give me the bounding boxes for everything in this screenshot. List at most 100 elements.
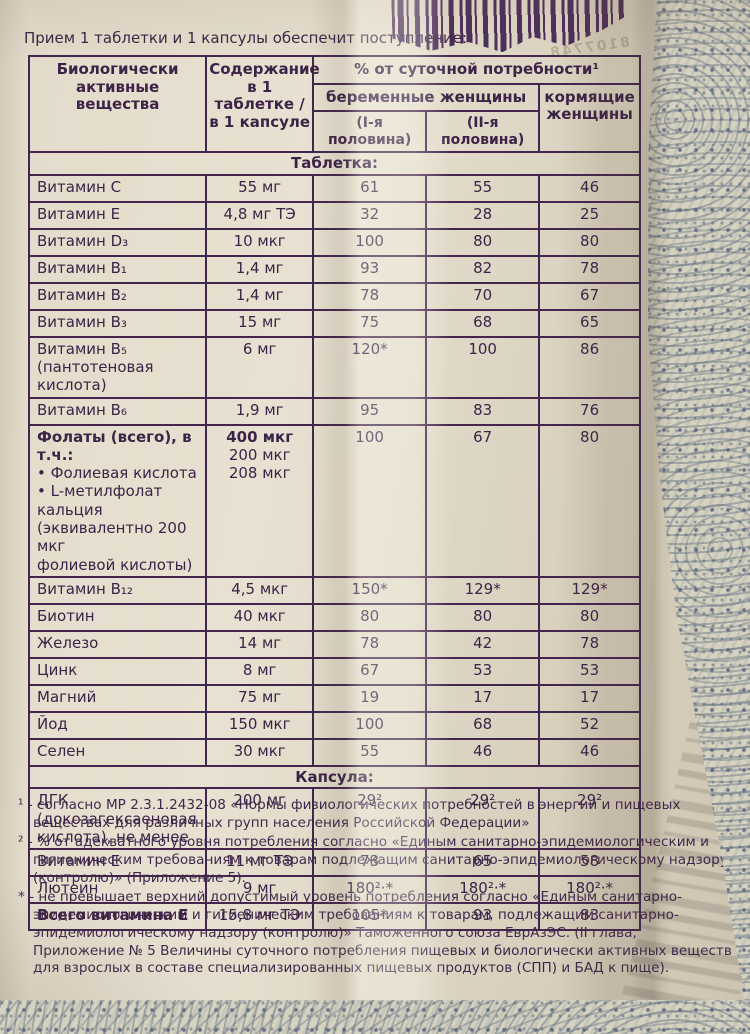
amount-cell: 4,5 мкг <box>205 575 315 605</box>
value-cell: 180²·* <box>425 875 541 905</box>
value-cell: 53 <box>538 656 641 686</box>
substance-cell: Витамин B₆ <box>27 396 208 426</box>
table-row: Биотин 40 мкг 80 80 80 <box>27 602 641 632</box>
amount-cell: 150 мкг <box>205 710 315 740</box>
value-cell: 67 <box>538 281 641 311</box>
substance-cell: Витамин E <box>27 848 208 878</box>
value-cell: 73 <box>312 848 428 878</box>
section-row-capsule: Капсула: <box>28 764 641 790</box>
table-row: Лютеин 9 мг 180²·* 180²·* 180²·* <box>27 875 641 905</box>
value-cell: 29² <box>312 787 428 851</box>
nutrition-table: Биологически активные вещества Содержани… <box>27 54 641 932</box>
value-cell: 19 <box>312 683 428 713</box>
value-cell: 83 <box>538 902 641 932</box>
amount-cell: 30 мкг <box>205 737 315 767</box>
value-cell: 76 <box>538 396 641 426</box>
amount-cell: 11 мг ТЭ <box>205 848 315 878</box>
table-row: Железо 14 мг 78 42 78 <box>27 629 641 659</box>
section-row-tablet: Таблетка: <box>28 151 641 176</box>
substance-cell: Фолаты (всего), в т.ч.: • Фолиевая кислот… <box>27 423 208 578</box>
value-cell: 29² <box>425 787 541 851</box>
header-daily-percent: % от суточной потребности¹ <box>312 55 641 85</box>
value-cell: 46 <box>538 737 641 767</box>
value-cell: 42 <box>425 629 541 659</box>
value-cell: 75 <box>312 308 428 338</box>
section-header-tablet: Таблетка: <box>28 151 641 176</box>
value-cell: 180²·* <box>538 875 641 905</box>
value-cell: 25 <box>538 200 641 230</box>
value-cell: 100 <box>312 710 428 740</box>
substance-cell: Витамин B₃ <box>27 308 208 338</box>
value-cell: 150* <box>312 575 428 605</box>
value-cell: 61 <box>312 173 428 203</box>
header-pregnant-first-half: (I-я половина) <box>312 110 428 154</box>
value-cell: 93 <box>312 254 428 284</box>
substance-cell: Витамин B₁₂ <box>27 575 208 605</box>
value-cell: 80 <box>425 227 541 257</box>
table-row: Всего витамина E 15,8 мг ТЭ 105* 93 83 <box>27 902 641 932</box>
amount-cell: 10 мкг <box>205 227 315 257</box>
substance-cell: Витамин D₃ <box>27 227 208 257</box>
table-row: ДГК (докозагексаеновая кислота), не мене… <box>27 787 641 851</box>
value-cell: 55 <box>425 173 541 203</box>
value-cell: 52 <box>538 710 641 740</box>
amount-cell: 75 мг <box>205 683 315 713</box>
value-cell: 68 <box>425 308 541 338</box>
table-row: Витамин B₅ (пантотеновая кислота) 6 мг 120… <box>27 335 641 399</box>
value-cell: 55 <box>312 737 428 767</box>
amount-cell: 400 мкг 200 мкг 208 мкг <box>205 423 315 578</box>
value-cell: 17 <box>538 683 641 713</box>
table-row: Витамин B₆ 1,9 мг 95 83 76 <box>27 396 641 426</box>
photo-of-package: 8107748 Прием 1 таблетки и 1 капсулы обе… <box>0 0 750 1000</box>
value-cell: 100 <box>425 335 541 399</box>
table-row: Витамин E 11 мг ТЭ 73 65 58 <box>27 848 641 878</box>
substance-cell: Витамин B₅ (пантотеновая кислота) <box>27 335 208 399</box>
value-cell: 46 <box>425 737 541 767</box>
table-row: Витамин B₂ 1,4 мг 78 70 67 <box>27 281 641 311</box>
value-cell: 80 <box>425 602 541 632</box>
value-cell: 83 <box>425 396 541 426</box>
substance-cell: Витамин C <box>27 173 208 203</box>
table-row: Йод 150 мкг 100 68 52 <box>27 710 641 740</box>
table-row: Витамин D₃ 10 мкг 100 80 80 <box>27 227 641 257</box>
amount-cell: 1,4 мг <box>205 281 315 311</box>
value-cell: 29² <box>538 787 641 851</box>
value-cell: 82 <box>425 254 541 284</box>
header-nursing: кормящие женщины <box>538 82 641 154</box>
value-cell: 53 <box>425 656 541 686</box>
table-row: Селен 30 мкг 55 46 46 <box>27 737 641 767</box>
table-row: Цинк 8 мг 67 53 53 <box>27 656 641 686</box>
amount-cell: 55 мг <box>205 173 315 203</box>
value-cell: 65 <box>538 308 641 338</box>
table-row: Витамин C 55 мг 61 55 46 <box>27 173 641 203</box>
header-pregnant-second-half: (II-я половина) <box>425 110 541 154</box>
value-cell: 58 <box>538 848 641 878</box>
value-cell: 86 <box>538 335 641 399</box>
value-cell: 46 <box>538 173 641 203</box>
value-cell: 129* <box>538 575 641 605</box>
table-row: Витамин E 4,8 мг ТЭ 32 28 25 <box>27 200 641 230</box>
amount-cell: 8 мг <box>205 656 315 686</box>
value-cell: 67 <box>425 423 541 578</box>
amount-cell: 200 мг <box>205 787 315 851</box>
amount-cell: 40 мкг <box>205 602 315 632</box>
substance-cell: Селен <box>27 737 208 767</box>
value-cell: 78 <box>312 281 428 311</box>
amount-cell: 6 мг <box>205 335 315 399</box>
footnotes-block: ¹ - согласно МР 2.3.1.2432-08 «Нормы физ… <box>18 797 732 979</box>
substance-cell: Всего витамина E <box>27 902 208 932</box>
substance-cell: Лютеин <box>27 875 208 905</box>
substance-cell: Магний <box>27 683 208 713</box>
value-cell: 180²·* <box>312 875 428 905</box>
value-cell: 70 <box>425 281 541 311</box>
amount-cell: 1,4 мг <box>205 254 315 284</box>
footnote: ¹ - согласно МР 2.3.1.2432-08 «Нормы физ… <box>18 797 681 831</box>
substance-cell: Витамин B₁ <box>27 254 208 284</box>
value-cell: 100 <box>312 227 428 257</box>
substance-cell: Йод <box>27 710 208 740</box>
value-cell: 129* <box>425 575 541 605</box>
value-cell: 105* <box>312 902 428 932</box>
header-content-per-unit: Содержание в 1 таблетке / в 1 капсуле <box>205 54 320 154</box>
intro-line: Прием 1 таблетки и 1 капсулы обеспечит п… <box>24 29 468 47</box>
package-paper: 8107748 Прием 1 таблетки и 1 капсулы обе… <box>0 0 744 1000</box>
